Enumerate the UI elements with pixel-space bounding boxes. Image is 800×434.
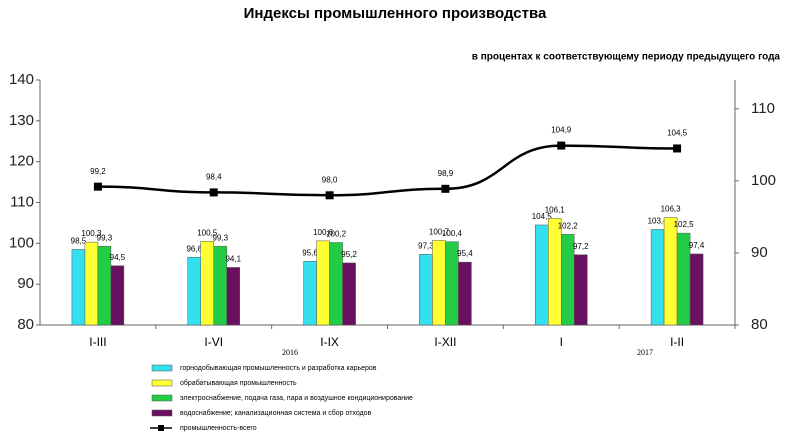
value-label: 99,2 <box>90 167 106 176</box>
bar <box>342 262 356 326</box>
x-tick-label: I-VI <box>204 335 223 349</box>
x-tick-label: I-II <box>670 335 684 349</box>
line-marker <box>673 144 682 153</box>
legend-label: обрабатывающая промышленность <box>180 379 297 387</box>
y-tick-label: 90 <box>17 275 34 292</box>
y2-tick-label: 80 <box>751 316 768 333</box>
value-label: 100,4 <box>442 229 463 238</box>
value-label: 106,3 <box>661 205 682 214</box>
bar <box>650 229 665 326</box>
value-label: 103,4 <box>648 217 669 226</box>
value-label: 94,1 <box>225 255 241 264</box>
bar <box>419 254 433 326</box>
chart-subtitle: в процентах к соответствующему периоду п… <box>472 52 781 63</box>
line-marker <box>93 182 102 191</box>
bar <box>548 218 562 326</box>
value-label: 98,9 <box>438 169 454 178</box>
total-line <box>97 144 678 197</box>
value-label: 99,3 <box>97 233 113 242</box>
bar <box>187 256 201 326</box>
value-label: 102,2 <box>558 221 579 230</box>
year-label: 2017 <box>637 348 653 357</box>
line-marker <box>325 191 334 200</box>
y-tick-label: 140 <box>9 71 34 88</box>
value-label: 97,4 <box>689 241 705 250</box>
y-tick-label: 80 <box>17 316 34 333</box>
value-label: 99,3 <box>212 233 228 242</box>
legend-label: промышленность-всего <box>180 425 257 432</box>
bar <box>689 253 704 326</box>
value-label: 100,5 <box>197 228 218 237</box>
x-tick-label: I-IX <box>320 335 339 349</box>
line-marker <box>557 141 566 150</box>
bar <box>303 261 317 326</box>
bar <box>432 240 446 326</box>
x-tick-label: I-III <box>89 335 106 349</box>
legend-swatch <box>151 364 173 372</box>
y2-tick-label: 110 <box>751 100 775 117</box>
legend-swatch <box>151 409 173 417</box>
bar <box>574 254 588 326</box>
value-label: 97,2 <box>573 242 589 251</box>
line-marker <box>441 184 450 193</box>
bar <box>110 265 125 326</box>
value-label: 104,5 <box>667 129 688 138</box>
year-label: 2016 <box>282 348 298 357</box>
value-label: 94,5 <box>110 253 126 262</box>
y-tick-label: 110 <box>10 193 34 210</box>
value-label: 96,6 <box>186 244 202 253</box>
legend-marker <box>158 425 164 431</box>
bar <box>84 241 99 326</box>
line-marker <box>209 188 218 197</box>
x-tick-label: I-XII <box>434 335 456 349</box>
value-label: 98,0 <box>322 175 338 184</box>
bar <box>200 241 214 326</box>
y-tick-label: 120 <box>9 153 34 170</box>
y-tick-label: 100 <box>9 234 34 251</box>
value-label: 95,4 <box>457 249 473 258</box>
value-label: 95,2 <box>341 250 357 259</box>
x-tick-label: I <box>560 335 563 349</box>
legend-label: водоснабжение; канализационная система и… <box>180 409 372 417</box>
value-label: 98,5 <box>71 237 87 246</box>
legend-label: электроснабжение, подача газа, пара и во… <box>180 394 413 402</box>
value-label: 100,7 <box>429 228 450 237</box>
y2-tick-label: 100 <box>751 172 776 189</box>
value-label: 95,6 <box>302 248 318 257</box>
value-label: 102,5 <box>674 220 695 229</box>
bar <box>535 224 549 326</box>
value-label: 104,9 <box>551 126 572 135</box>
value-label: 100,6 <box>313 228 334 237</box>
y-tick-label: 130 <box>9 112 34 129</box>
value-label: 100,3 <box>81 229 102 238</box>
chart-title: Индексы промышленного производства <box>244 5 547 22</box>
bar <box>316 240 330 326</box>
value-label: 104,5 <box>532 212 553 221</box>
legend-swatch <box>151 394 173 402</box>
bar <box>71 249 86 326</box>
value-label: 106,1 <box>545 206 566 215</box>
bar <box>226 267 240 326</box>
legend-swatch <box>151 379 173 387</box>
y2-tick-label: 90 <box>751 244 768 261</box>
value-label: 97,3 <box>418 241 434 250</box>
legend-label: горнодобывающая промышленность и разрабо… <box>180 364 377 372</box>
bar <box>663 217 678 326</box>
value-label: 98,4 <box>206 173 222 182</box>
bar <box>458 261 472 326</box>
value-label: 100,2 <box>326 230 347 239</box>
